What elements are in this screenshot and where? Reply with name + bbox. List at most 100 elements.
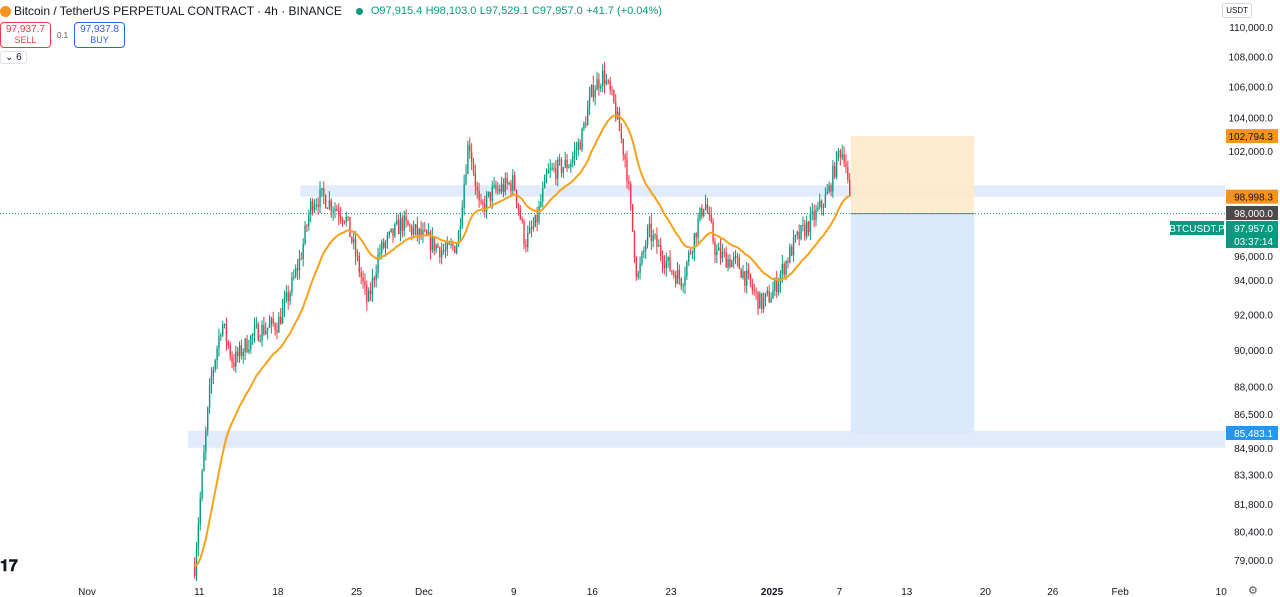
candle-body (229, 345, 231, 357)
price-label-bg (1226, 220, 1278, 248)
candle-body (339, 215, 342, 219)
candle-body (221, 324, 224, 336)
candle-body (302, 243, 304, 259)
price-label: 85,483.1 (1234, 429, 1273, 440)
candle-body (800, 225, 802, 240)
x-tick-label: 9 (511, 587, 517, 596)
candle-body (817, 207, 819, 210)
candle-body (461, 207, 463, 226)
candle-body (601, 70, 604, 87)
price-label-bg (1226, 205, 1278, 220)
candles (193, 61, 851, 581)
candle-body (558, 159, 561, 161)
candle-body (482, 202, 484, 204)
candle-body (465, 173, 467, 184)
candle-body (804, 224, 806, 237)
buy-button[interactable]: 97,937.8 BUY (74, 22, 125, 48)
sell-button[interactable]: 97,937.7 SELL (0, 22, 51, 48)
candle-body (300, 258, 303, 260)
candle-body (551, 168, 553, 170)
candle-body (287, 292, 289, 302)
candle-body (276, 329, 278, 333)
candle-body (265, 330, 267, 335)
ohlc-open: O97,915.4 (370, 5, 423, 17)
candle-body (485, 195, 488, 212)
candle-body (328, 200, 331, 209)
candle-body (674, 274, 677, 284)
candle-body (214, 360, 216, 370)
candle-body (497, 189, 499, 191)
y-tick-label: 90,000.0 (1234, 346, 1273, 357)
candle-body (673, 272, 675, 275)
candle-body (805, 221, 808, 237)
candle-body (523, 220, 525, 245)
candle-body (442, 250, 445, 252)
candle-body (223, 323, 226, 325)
x-tick-label: Nov (78, 587, 96, 596)
candle-body (723, 251, 726, 253)
candle-body (792, 236, 795, 256)
candle-body (658, 245, 660, 247)
candle-body (283, 298, 286, 308)
candle-body (199, 498, 201, 525)
candle-body (540, 201, 542, 207)
candle-body (704, 204, 707, 209)
candle-body (708, 212, 711, 214)
candle-body (263, 325, 265, 335)
currency-selector[interactable]: USDT (1222, 3, 1252, 18)
candle-body (281, 307, 284, 324)
candle-body (841, 154, 843, 158)
candle-body (566, 159, 568, 168)
candle-body (499, 189, 501, 192)
candle-body (835, 152, 838, 178)
candle-body (809, 213, 812, 233)
tradingview-logo[interactable]: 𝟏𝟕 (0, 558, 18, 575)
candle-body (693, 233, 696, 253)
candle-body (259, 340, 261, 342)
x-tick-label: 23 (665, 587, 677, 596)
x-tick-label: 13 (901, 587, 913, 596)
candle-body (463, 183, 465, 208)
candle-body (431, 236, 434, 251)
y-tick-label: 108,000.0 (1229, 53, 1274, 64)
candle-body (731, 260, 733, 267)
candle-body (446, 243, 448, 251)
candle-body (811, 211, 813, 214)
ohlc-high: H98,103.0 (425, 5, 477, 17)
candle-body (360, 272, 362, 278)
candle-body (727, 259, 729, 268)
candle-body (480, 200, 482, 203)
candle-body (663, 264, 666, 268)
candle-body (321, 188, 323, 190)
y-tick-label: 104,000.0 (1229, 113, 1274, 124)
candle-body (231, 356, 233, 363)
candle-body (697, 219, 699, 238)
candle-body (596, 79, 598, 91)
gear-icon[interactable]: ⚙ (1248, 585, 1258, 597)
candle-body (820, 200, 823, 208)
candle-body (603, 70, 606, 84)
candle-body (403, 215, 405, 231)
candle-body (716, 250, 718, 256)
candle-body (354, 239, 357, 256)
candle-body (553, 168, 555, 170)
candle-body (802, 224, 804, 226)
candle-body (500, 184, 503, 192)
candle-body (665, 260, 667, 268)
symbol-title[interactable]: Bitcoin / TetherUS PERPETUAL CONTRACT · … (14, 4, 342, 18)
target-zone (850, 136, 975, 214)
candle-body (384, 242, 387, 248)
candle-body (392, 228, 394, 237)
candle-body (197, 524, 200, 549)
candle-body (414, 224, 417, 229)
candle-body (650, 223, 653, 241)
candle-body (656, 234, 658, 247)
indicators-toggle[interactable]: ⌄ 6 (0, 51, 27, 64)
candle-body (371, 278, 374, 295)
candle-body (717, 247, 720, 251)
candle-body (293, 276, 295, 278)
candle-body (356, 255, 359, 257)
candle-body (764, 293, 767, 299)
candle-body (409, 225, 411, 227)
